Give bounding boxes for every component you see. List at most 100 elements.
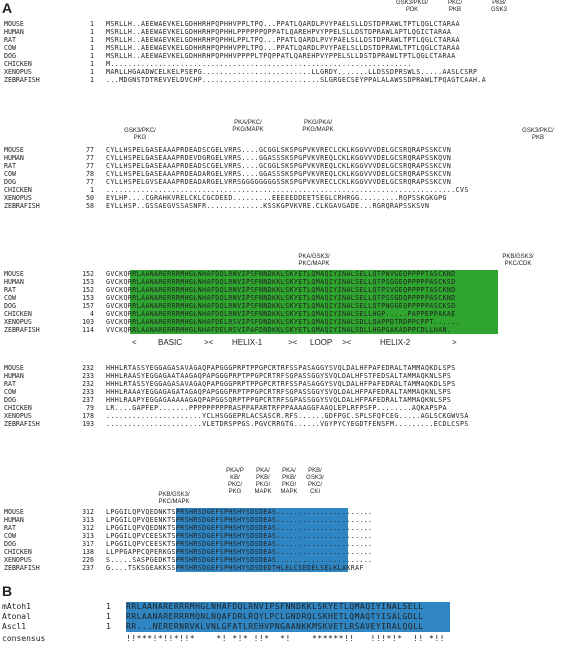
species-label: XENOPUS	[4, 194, 32, 202]
start-position: 317	[82, 540, 94, 548]
consensus-sequence: !!***!*!!*!!* *! *!* !!* *! ******!! !!!…	[126, 634, 445, 643]
start-position: 178	[82, 412, 94, 420]
sequence: RRLAANARERRRMQNLNQAFDRLRQYLPCLGNDRQLSKHE…	[126, 612, 424, 621]
species-label: ZEBRAFISH	[4, 564, 40, 572]
species-label: HUMAN	[4, 278, 24, 286]
start-position: 77	[86, 154, 94, 162]
sequence: HHHLRAAAYEGGAGAGATAGAQPAPGGGPRPTPPGPCRTR…	[106, 388, 452, 396]
phospho-annotation: GSK3/PKG/ PDK	[395, 0, 428, 13]
phospho-annotation: PKB/GSK3/ PKC/MAPK	[158, 492, 190, 505]
consensus-label: consensus	[2, 634, 46, 643]
start-position: 114	[82, 326, 94, 334]
sequence: GVCKQRRLAANARERRRMHGLNHAFDQLRNVIPSFNNDKK…	[106, 310, 456, 318]
species-label: RAT	[4, 524, 16, 532]
species-label: DOG	[4, 540, 16, 548]
start-position: 152	[82, 270, 94, 278]
start-position: 1	[90, 20, 94, 28]
start-position: 233	[82, 372, 94, 380]
sequence: CYLLHSPELGASEAAAPRDEADARGELVRRS....GGASS…	[106, 170, 452, 178]
sequence: HHHLRAAPYEGGAGAAAAAGAQPAPGGSQRPTPPGPCRTR…	[106, 396, 452, 404]
phospho-annotation: PKC/ PKB	[447, 0, 462, 13]
domain-marker: ><	[204, 338, 214, 347]
sequence: HHHLRTASSYEGGAGASAVAGAQPAPGGGPRPTPPGPCRT…	[106, 364, 456, 372]
phospho-annotation: PKG/PKA/ PKG/MAPK	[302, 120, 334, 133]
species-label: CHICKEN	[4, 60, 32, 68]
species-label: DOG	[4, 52, 16, 60]
phospho-annotation: GSK3/PKC/ PKB	[522, 128, 554, 141]
start-position: 152	[82, 286, 94, 294]
species-label: RAT	[4, 286, 16, 294]
sequence: CYLLHSPELGASEAAAPRDEADSCGELVRRS....GCGGL…	[106, 162, 452, 170]
species-label: XENOPUS	[4, 556, 32, 564]
start-position: 1	[90, 52, 94, 60]
sequence: VVCKQRRLAANARERRRMHGLNHAFDELRSVIPAFDNDKK…	[106, 326, 452, 334]
sequence: MSRLLH..AEEWAEVKELGDHHRHPQPHHLPPPPPPQPPA…	[106, 28, 452, 36]
species-label: COW	[4, 294, 16, 302]
bhlh-conserved-band	[126, 602, 450, 632]
sequence: RR...NERERNRVKLVNLGFATLREHVPNGAANKKMSKVE…	[126, 622, 424, 631]
species-label: XENOPUS	[4, 68, 32, 76]
start-position: 1	[90, 36, 94, 44]
domain-marker: >	[452, 338, 457, 347]
species-label: RAT	[4, 380, 16, 388]
sequence: ......................VLETDRSPPGS.PGVCRR…	[106, 420, 469, 428]
species-label: XENOPUS	[4, 318, 32, 326]
bhlh-conserved-band	[130, 270, 498, 334]
start-position: 138	[82, 548, 94, 556]
sequence: GVCKQRRLAANARERRRMHGLNHAFDQLRNVIPSFNNDKK…	[106, 302, 456, 310]
domain-label-basic: BASIC	[158, 338, 183, 347]
sequence: LPGGILQPVCEESKTSPRSHRSDGEFSPHSHYSDSDEAS.…	[106, 532, 373, 540]
start-position: 4	[90, 310, 94, 318]
sequence: GVCKQRRLAANARERRRMHGLNHAFDQLRNVIPSFNNDKK…	[106, 294, 456, 302]
species-label: COW	[4, 388, 16, 396]
start-position: 50	[86, 194, 94, 202]
sequence: LLPPGAPPCQPERKGSPRSHRSDGEFSPHSHYSDSDEAS.…	[106, 548, 373, 556]
species-label: COW	[4, 44, 16, 52]
start-position: 1	[106, 622, 111, 631]
sequence: ........................................…	[106, 186, 469, 194]
sequence: ...MDGNSTDTREVVELDVCHP..................…	[106, 76, 487, 84]
species-label: CHICKEN	[4, 310, 32, 318]
start-position: 77	[86, 162, 94, 170]
start-position: 232	[82, 364, 94, 372]
species-label: MOUSE	[4, 364, 24, 372]
sequence: LPGGILQPVCEESKTSPRSHRSDGEFSPHSHYSDSDEAS.…	[106, 540, 373, 548]
phospho-annotation: PKB/ GSK3	[490, 0, 507, 13]
species-label: HUMAN	[4, 516, 24, 524]
start-position: 1	[90, 68, 94, 76]
start-position: 157	[82, 302, 94, 310]
species-label: RAT	[4, 36, 16, 44]
species-label: ZEBRAFISH	[4, 326, 40, 334]
start-position: 313	[82, 532, 94, 540]
sequence: EYLHP....CGRAHKVRELCKLCGCDEED.........EE…	[106, 194, 447, 202]
c-terminal-conserved-band	[176, 508, 348, 572]
panel-label-b: B	[2, 583, 13, 599]
species-label: COW	[4, 532, 16, 540]
species-label: DOG	[4, 302, 16, 310]
phospho-annotation: PKB/GSK3/ PKC/CDK	[502, 254, 534, 267]
sequence: S.....SASPGEDKTSPRSHRSDGEFSPHSHYSDSDEAS.…	[106, 556, 373, 564]
sequence: LPGGILQPVQEDNKTSPRSHRSDGEFSPHSHYSDSDEAS.…	[106, 524, 373, 532]
species-label: DOG	[4, 178, 16, 186]
phospho-annotation: PKB/ GSK3/ PKC/ CKI	[306, 468, 324, 495]
sequence: MSRLLH..AEEWAEVKELGDHHRHPQPHHVPPPPLTPQPP…	[106, 52, 456, 60]
start-position: 103	[82, 318, 94, 326]
sequence: MARLLHGAADWCELKELPSEPG..................…	[106, 68, 478, 76]
domain-marker: <	[132, 338, 137, 347]
domain-label-loop: LOOP	[310, 338, 333, 347]
phospho-annotation: GSK3/PKC/ PKG	[124, 128, 156, 141]
sequence: EYLLHSP..GSSAEGVSSASNFR.............KSSK…	[106, 202, 430, 210]
sequence: M.......................................…	[106, 60, 412, 68]
species-label: DOG	[4, 396, 16, 404]
domain-marker: ><	[342, 338, 352, 347]
phospho-annotation: PKA/ PKB/ PKG/ MAPK	[280, 468, 298, 495]
phospho-annotation: PKA/PKC/ PKG/MAPK	[232, 120, 264, 133]
start-position: 237	[82, 396, 94, 404]
panel-label-a: A	[2, 0, 13, 16]
sequence: GVCKQRRLAANARERRRMHGLNHAFDQLRNVIPSFNNDKK…	[106, 278, 456, 286]
sequence: HHHLRTASSYEGGAGASAVAGAQPAPGGGPRPTPPGPCRT…	[106, 380, 456, 388]
species-label: MOUSE	[4, 270, 24, 278]
start-position: 312	[82, 524, 94, 532]
sequence: GVCKQRRLAANARERRRMHGLNHAFDELRSVIPSFDNDKK…	[106, 318, 460, 326]
sequence: CYLLHSPELGVSEAAAPRDEADARGELVRRSGGGGGGGGS…	[106, 178, 452, 186]
